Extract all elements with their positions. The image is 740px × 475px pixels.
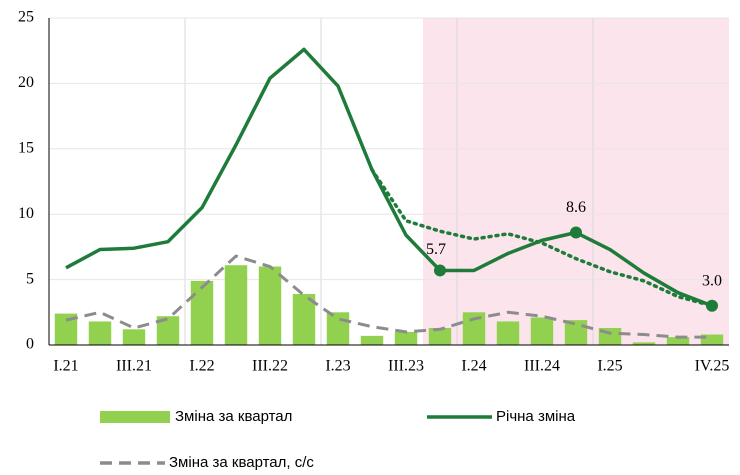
y-tick-label: 0 (26, 336, 34, 353)
bar (190, 280, 214, 345)
point-marker (706, 299, 718, 312)
y-tick-label: 15 (18, 139, 34, 156)
bar (156, 316, 180, 345)
y-tick-label: 25 (18, 9, 34, 26)
bar (122, 329, 146, 345)
x-tick-label: I.22 (189, 358, 214, 375)
data-label: 3.0 (702, 272, 722, 289)
bar (360, 335, 384, 345)
series-line (370, 167, 714, 308)
point-marker (570, 226, 582, 239)
y-tick-label: 5 (26, 270, 34, 287)
x-tick-label: I.23 (325, 358, 350, 375)
series-line (65, 254, 712, 339)
forecast-region (423, 18, 729, 345)
bar (326, 312, 350, 345)
x-tick-label: III.21 (116, 358, 152, 375)
bar (700, 334, 724, 345)
bar (54, 313, 78, 345)
legend-swatch (100, 411, 170, 423)
bar (564, 320, 588, 345)
series-line (65, 47, 713, 308)
x-tick-label: III.23 (388, 358, 424, 375)
y-tick-label: 10 (18, 205, 34, 222)
data-label: 8.6 (566, 199, 586, 216)
bar (88, 321, 112, 345)
legend-label: Зміна за квартал (175, 408, 292, 425)
bar (632, 342, 656, 345)
legend-label: Зміна за квартал, с/с (169, 454, 314, 471)
x-tick-label: I.25 (597, 358, 622, 375)
bar (428, 327, 452, 345)
x-tick-label: I.21 (53, 358, 78, 375)
x-tick-label: III.22 (252, 358, 288, 375)
x-tick-label: III.24 (524, 358, 560, 375)
x-tick-label: IV.25 (695, 358, 730, 375)
bar (224, 265, 248, 345)
bar (530, 317, 554, 345)
legend-label: Річна зміна (496, 408, 576, 425)
bar (394, 331, 418, 345)
bar (258, 266, 282, 345)
x-tick-label: I.24 (461, 358, 486, 375)
y-tick-label: 20 (18, 74, 34, 91)
point-marker (434, 264, 446, 277)
data-label: 5.7 (426, 241, 446, 258)
bar (666, 337, 690, 345)
bar (496, 321, 520, 345)
bar (462, 312, 486, 345)
bar (292, 293, 316, 345)
